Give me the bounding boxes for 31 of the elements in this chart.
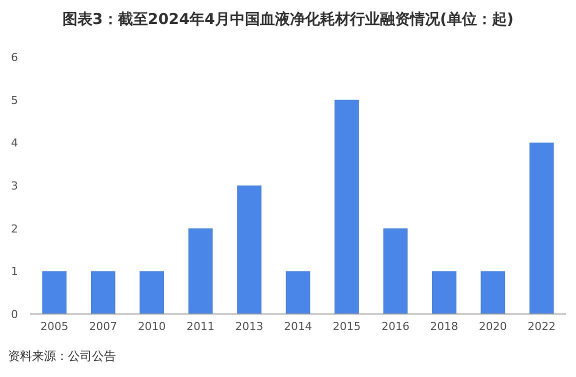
bar [237,186,262,314]
y-tick-label: 6 [11,51,18,64]
bar [90,271,116,314]
x-tick-label: 2015 [332,320,361,333]
x-tick-label: 2005 [40,320,68,333]
bar [140,271,164,314]
bar [383,228,408,314]
y-tick-label: 1 [11,265,18,278]
bar [334,100,359,314]
bar [188,228,213,314]
x-tick-label: 2007 [89,320,118,333]
y-tick-label: 0 [11,308,18,321]
x-tick-label: 2018 [430,320,458,333]
x-tick-label: 2020 [478,320,507,333]
x-tick-label: 2013 [235,320,264,333]
x-tick-label: 2010 [138,320,166,333]
text: 资料来源：公司公告 [8,349,116,363]
y-tick-label: 4 [11,136,18,150]
y-tick-label: 3 [11,180,18,192]
x-tick-label: 2014 [284,320,312,333]
bar [42,271,67,314]
chart-title: 图表3：截至2024年4月中国血液净化耗材行业融资情况(单位：起) [62,10,514,28]
x-tick-label: 2022 [528,320,556,333]
bar [480,271,506,314]
bar [432,271,456,314]
x-tick-label: 2011 [186,320,215,333]
bar [529,142,554,314]
bar [286,271,310,314]
y-tick-label: 5 [11,94,18,107]
y-tick-label: 2 [11,222,18,236]
x-tick-label: 2016 [381,320,410,333]
